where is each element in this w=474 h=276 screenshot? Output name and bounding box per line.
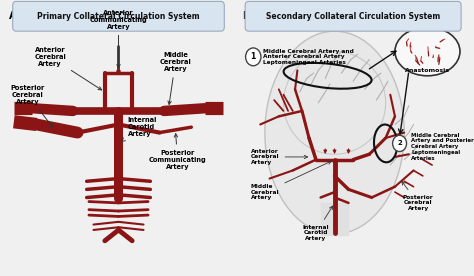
- Text: Posterior
Cerebral
Artery: Posterior Cerebral Artery: [402, 182, 434, 211]
- Text: 1: 1: [251, 52, 256, 61]
- Text: Anterior
Cerebral
Artery: Anterior Cerebral Artery: [35, 47, 101, 90]
- Text: Posterior
Communicating
Artery: Posterior Communicating Artery: [149, 134, 207, 170]
- Text: A: A: [9, 11, 17, 21]
- Text: Anterior
Cerebral
Artery: Anterior Cerebral Artery: [251, 149, 308, 165]
- FancyBboxPatch shape: [13, 1, 224, 31]
- Text: Middle
Cerebral
Artery: Middle Cerebral Artery: [160, 52, 191, 104]
- Ellipse shape: [265, 31, 404, 234]
- Text: Secondary Collateral Circulation System: Secondary Collateral Circulation System: [266, 12, 440, 21]
- Text: Posterior
Cerebral
Artery: Posterior Cerebral Artery: [10, 85, 53, 127]
- Ellipse shape: [395, 27, 460, 76]
- FancyBboxPatch shape: [245, 1, 461, 31]
- Text: Middle Cerebral Artery and
Anterier Cerebral Artery
Leptomeningeal Arteries: Middle Cerebral Artery and Anterier Cere…: [263, 49, 354, 65]
- Text: Anterior
Communicating
Artery: Anterior Communicating Artery: [90, 10, 147, 68]
- Text: Internal
Carotid
Artery: Internal Carotid Artery: [303, 206, 333, 241]
- Text: 2: 2: [397, 140, 402, 146]
- Text: Internal
Carotid
Artery: Internal Carotid Artery: [122, 117, 157, 141]
- Circle shape: [392, 135, 407, 152]
- Circle shape: [246, 48, 261, 66]
- Text: Middle Cerebral
Artery and Posterier
Cerebral Artery
Leptomeningeal
Arteries: Middle Cerebral Artery and Posterier Cer…: [411, 132, 474, 161]
- Text: B: B: [242, 11, 249, 21]
- Text: Middle
Cerebral
Artery: Middle Cerebral Artery: [251, 161, 331, 200]
- Text: Primary Collateral Circulation System: Primary Collateral Circulation System: [37, 12, 200, 21]
- Text: Anastomosis: Anastomosis: [405, 68, 450, 73]
